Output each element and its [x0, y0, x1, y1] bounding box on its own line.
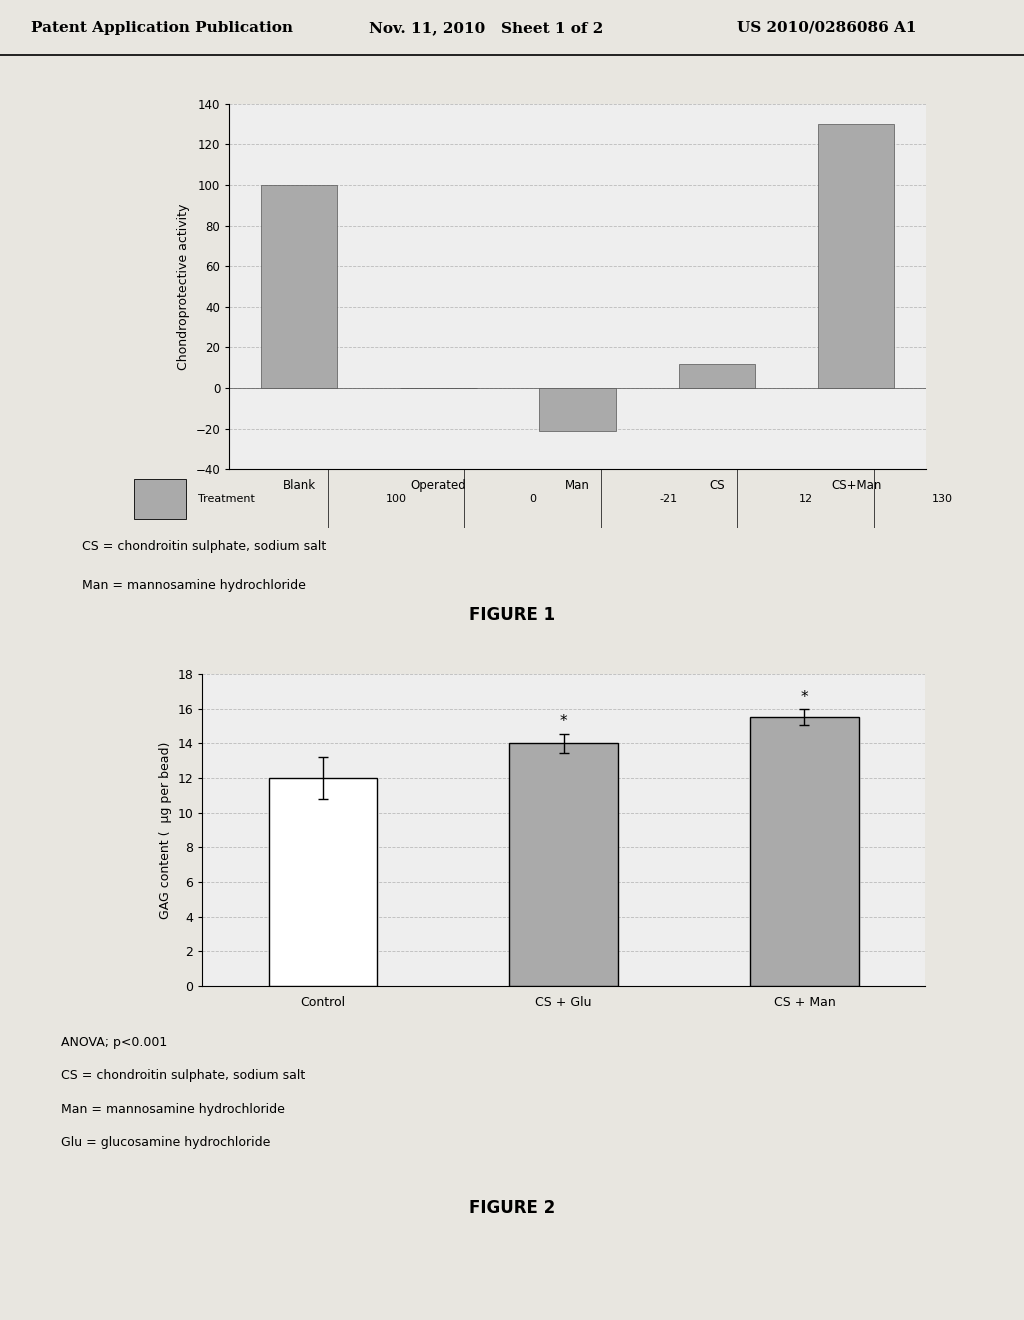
Text: CS = chondroitin sulphate, sodium salt: CS = chondroitin sulphate, sodium salt — [82, 540, 327, 553]
Text: FIGURE 2: FIGURE 2 — [469, 1199, 555, 1217]
Text: Man = mannosamine hydrochloride: Man = mannosamine hydrochloride — [82, 579, 306, 593]
Bar — [268, 777, 377, 986]
Text: 130: 130 — [932, 494, 952, 504]
Text: 100: 100 — [385, 494, 407, 504]
Bar — [134, 479, 185, 519]
Text: Glu = glucosamine hydrochloride: Glu = glucosamine hydrochloride — [61, 1137, 270, 1148]
Bar — [261, 185, 337, 388]
Bar — [751, 717, 859, 986]
Text: FIGURE 1: FIGURE 1 — [469, 606, 555, 624]
Bar — [679, 363, 755, 388]
Text: Nov. 11, 2010   Sheet 1 of 2: Nov. 11, 2010 Sheet 1 of 2 — [369, 21, 603, 34]
Bar — [509, 743, 617, 986]
Text: *: * — [560, 714, 567, 730]
Bar — [818, 124, 894, 388]
Text: US 2010/0286086 A1: US 2010/0286086 A1 — [737, 21, 916, 34]
Y-axis label: Chondroprotective activity: Chondroprotective activity — [177, 203, 190, 370]
Text: 12: 12 — [799, 494, 813, 504]
Text: CS = chondroitin sulphate, sodium salt: CS = chondroitin sulphate, sodium salt — [61, 1069, 306, 1082]
Text: ANOVA; p<0.001: ANOVA; p<0.001 — [61, 1036, 168, 1049]
Text: *: * — [801, 690, 808, 705]
Bar — [540, 388, 615, 430]
Text: 0: 0 — [529, 494, 536, 504]
Y-axis label: GAG content (  μg per bead): GAG content ( μg per bead) — [159, 742, 172, 919]
Text: Patent Application Publication: Patent Application Publication — [31, 21, 293, 34]
Text: -21: -21 — [659, 494, 678, 504]
Text: Treatment: Treatment — [198, 494, 255, 504]
Text: Man = mannosamine hydrochloride: Man = mannosamine hydrochloride — [61, 1102, 286, 1115]
